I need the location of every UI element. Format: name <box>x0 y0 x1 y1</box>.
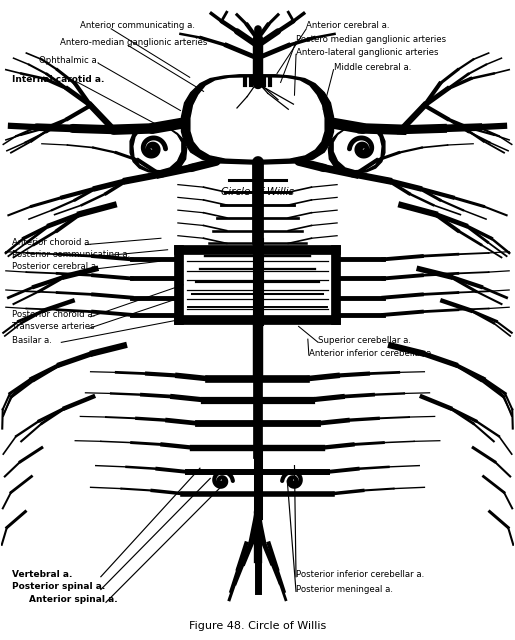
Text: Posterior communicating a.: Posterior communicating a. <box>12 250 130 259</box>
Polygon shape <box>134 129 180 170</box>
Text: Basilar a.: Basilar a. <box>12 336 52 345</box>
Text: Figure 48. Circle of Willis: Figure 48. Circle of Willis <box>189 621 326 631</box>
Polygon shape <box>335 129 381 170</box>
Text: Internal carotid a.: Internal carotid a. <box>12 76 105 84</box>
Text: Antero-median ganglionic arteries: Antero-median ganglionic arteries <box>60 38 207 47</box>
Text: Posterior meningeal a.: Posterior meningeal a. <box>296 585 393 594</box>
Text: Transverse arteries: Transverse arteries <box>12 322 95 331</box>
Text: Anterior inferior cerebellar a.: Anterior inferior cerebellar a. <box>309 349 434 358</box>
Text: Anterior communicating a.: Anterior communicating a. <box>80 21 195 30</box>
Text: Anterior choroid a.: Anterior choroid a. <box>12 237 92 246</box>
Text: Middle cerebral a.: Middle cerebral a. <box>334 63 411 72</box>
Text: Anterior spinal a.: Anterior spinal a. <box>29 595 117 604</box>
Polygon shape <box>181 75 334 164</box>
Text: Posterior inferior cerebellar a.: Posterior inferior cerebellar a. <box>296 570 424 579</box>
Text: Antero-lateral ganglionic arteries: Antero-lateral ganglionic arteries <box>296 48 438 57</box>
Text: Postero median ganglionic arteries: Postero median ganglionic arteries <box>296 35 446 44</box>
Text: Circle of Willis: Circle of Willis <box>221 188 294 197</box>
Text: Posterior choroid a.: Posterior choroid a. <box>12 310 95 319</box>
Polygon shape <box>185 255 330 315</box>
Text: Superior cerebellar a.: Superior cerebellar a. <box>318 336 411 345</box>
Text: Posterior spinal a.: Posterior spinal a. <box>12 582 105 591</box>
Polygon shape <box>329 126 385 173</box>
Polygon shape <box>191 78 324 159</box>
Text: Posterior cerebral a.: Posterior cerebral a. <box>12 262 99 271</box>
Text: Vertebral a.: Vertebral a. <box>12 570 73 579</box>
Polygon shape <box>130 126 186 173</box>
Text: Ophthalmic a.: Ophthalmic a. <box>39 56 99 65</box>
Text: Anterior cerebral a.: Anterior cerebral a. <box>306 21 390 30</box>
